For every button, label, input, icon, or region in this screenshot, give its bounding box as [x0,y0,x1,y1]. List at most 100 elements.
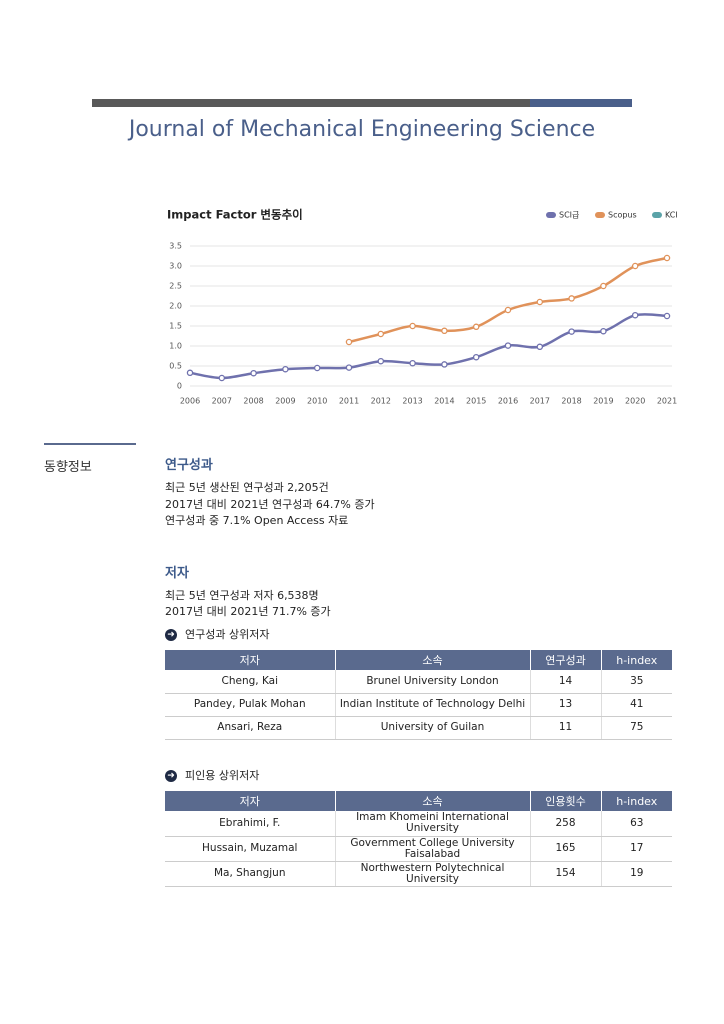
legend-swatch [595,212,605,218]
data-point [377,330,385,338]
data-point [472,323,480,331]
x-tick-label: 2007 [212,397,232,406]
table-title-text: 연구성과 상위저자 [185,628,270,641]
x-tick-label: 2015 [466,397,486,406]
data-point [377,357,385,365]
data-point [536,298,544,306]
table-cell: 41 [601,693,672,717]
data-point [504,342,512,349]
table-row: Ma, Shangjun Northwestern Polytechnical U… [165,861,672,887]
x-tick-label: 2018 [561,397,581,406]
x-tick-label: 2010 [307,397,327,406]
table-cell: Ma, Shangjun [165,861,336,887]
x-tick-label: 2019 [593,397,613,406]
table-cell: University of Guilan [335,716,531,740]
data-point [600,327,607,335]
legend-swatch [652,212,662,218]
chart-title: Impact Factor 변동추이 [167,208,303,222]
legend-label: SCI급 [559,211,579,220]
series-line [348,256,668,344]
table-cell: 19 [601,861,672,887]
x-tick-label: 2020 [625,397,645,406]
table-block: ➜ 피인용 상위저자 저자 소속 인용횟수 h-index Ebrahimi, F. Imam… [165,767,672,887]
table-cell: Imam Khomeini International University [335,811,531,837]
data-point [568,328,575,335]
data-point [345,338,353,346]
data-table: 저자 소속 인용횟수 h-index Ebrahimi, F. Imam Khomeini… [165,791,672,887]
y-tick-label: 1.5 [169,322,182,331]
data-point [186,369,194,377]
data-point [504,306,512,314]
header-bar-accent [530,99,632,107]
table-cell: Ansari, Reza [165,716,336,740]
table-cell: Ebrahimi, F. [165,811,336,837]
x-tick-label: 2021 [657,397,677,406]
data-point [663,254,671,262]
header-row: 저자 소속 인용횟수 h-index [165,791,672,811]
table-cell: 63 [601,811,672,837]
data-point [441,327,448,335]
table-row: Pandey, Pulak Mohan Indian Institute of T… [165,693,672,717]
table-title: ➜ 피인용 상위저자 [165,767,672,791]
data-point [663,312,671,320]
data-point [218,374,226,382]
table-cell: Hussain, Muzamal [165,836,336,862]
table-cell: Pandey, Pulak Mohan [165,693,336,717]
x-tick-label: 2009 [275,397,295,406]
table-cell: Brunel University London [335,670,531,694]
table-cell: 17 [601,836,672,862]
x-tick-label: 2013 [402,397,422,406]
data-point [568,295,575,302]
section-line: 최근 5년 연구성과 저자 6,538명 [165,588,319,602]
y-tick-label: 0.5 [169,362,182,371]
section-line: 2017년 대비 2021년 71.7% 증가 [165,605,331,618]
arrow-icon: ➜ [165,629,177,641]
x-tick-label: 2011 [339,397,359,406]
y-tick-label: 0 [177,382,182,391]
table-cell: 154 [530,861,602,887]
arrow-icon: ➜ [165,770,177,782]
header-cell: 저자 [165,791,336,811]
table-cell: 75 [601,716,672,740]
y-tick-label: 3.0 [169,262,182,271]
table-cell: Indian Institute of Technology Delhi [335,693,531,717]
section-heading: 저자 [165,565,189,581]
data-point [631,262,639,270]
y-tick-label: 3.5 [169,242,182,251]
table-cell: Government College University Faisalabad [335,836,531,862]
legend-label: KCI [665,211,678,220]
x-tick-label: 2006 [180,397,200,406]
header-cell: 소속 [335,791,531,811]
data-point [536,343,544,351]
header-cell: h-index [601,650,672,670]
table-row: Cheng, Kai Brunel University London 14 35 [165,670,672,694]
data-point [600,282,607,290]
data-point [631,311,639,319]
header-cell: 인용횟수 [530,791,602,811]
table-row: Ansari, Reza University of Guilan 11 75 [165,716,672,740]
x-tick-label: 2012 [371,397,391,406]
sidebar-label: 동향정보 [44,460,92,475]
table-cell: Northwestern Polytechnical University [335,861,531,887]
table-row: Hussain, Muzamal Government College Unive… [165,836,672,862]
table-title: ➜ 연구성과 상위저자 [165,626,672,650]
section-line: 연구성과 중 7.1% Open Access 자료 [165,514,349,527]
x-tick-label: 2017 [530,397,550,406]
data-point [282,365,289,373]
header-cell: h-index [601,791,672,811]
data-point [409,322,416,330]
data-table: 저자 소속 연구성과 h-index Cheng, Kai Brunel Universi… [165,650,672,740]
legend-swatch [546,212,556,218]
table-cell: 258 [530,811,602,837]
table-cell: 11 [530,716,602,740]
data-point [472,353,480,361]
data-point [345,364,353,371]
y-tick-label: 2.0 [169,302,182,311]
x-tick-label: 2014 [434,397,454,406]
section-heading: 연구성과 [165,458,213,473]
data-point [441,361,448,368]
header-cell: 소속 [335,650,531,670]
header-bar [92,99,530,107]
